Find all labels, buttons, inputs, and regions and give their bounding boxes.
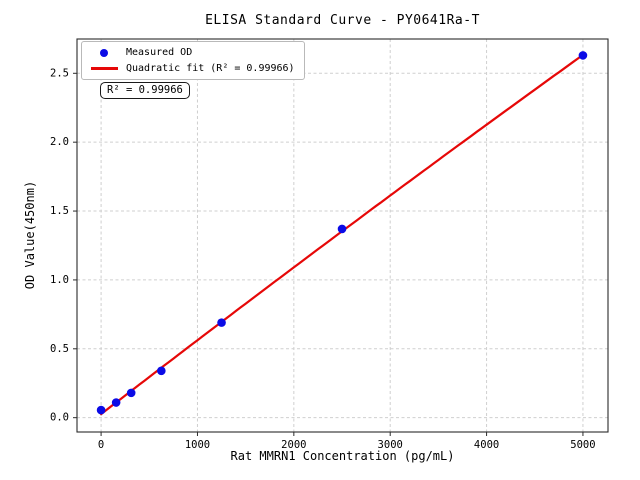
legend: Measured OD Quadratic fit (R² = 0.99966) (81, 41, 305, 80)
y-tick-label-1: 1.0 (50, 274, 69, 286)
data-point-312.5 (126, 388, 136, 398)
y-tick-label-2: 2.0 (50, 136, 69, 148)
x-tick-label-3000: 3000 (378, 439, 403, 451)
x-tick-label-5000: 5000 (570, 439, 595, 451)
r-squared-annotation: R² = 0.99966 (100, 82, 190, 99)
data-point-5000 (578, 51, 588, 60)
legend-item-quadratic-fit: Quadratic fit (R² = 0.99966) (89, 62, 295, 75)
y-tick-label-0.5: 0.5 (50, 343, 69, 355)
legend-label-quadratic-fit: Quadratic fit (R² = 0.99966) (126, 63, 295, 74)
x-tick-label-1000: 1000 (185, 439, 210, 451)
data-point-625 (157, 366, 166, 376)
data-point-156.25 (111, 398, 121, 407)
y-tick-label-1.5: 1.5 (50, 205, 69, 217)
x-tick-label-0: 0 (98, 439, 104, 451)
y-tick-label-2.5: 2.5 (50, 67, 69, 79)
x-tick-label-2000: 2000 (281, 439, 306, 451)
line-marker-icon (90, 67, 118, 70)
fit-line (100, 53, 584, 416)
x-axis-label: Rat MMRN1 Concentration (pg/mL) (230, 449, 455, 463)
scatter-marker-icon (100, 48, 108, 57)
y-axis-label: OD Value(450nm) (23, 180, 37, 290)
legend-label-measured-od: Measured OD (126, 47, 193, 58)
y-tick-label-0: 0.0 (50, 412, 69, 424)
legend-item-measured-od: Measured OD (89, 46, 295, 59)
x-tick-label-4000: 4000 (474, 439, 499, 451)
data-point-1250 (217, 318, 226, 327)
data-point-0 (96, 405, 106, 415)
axes-spines (76, 38, 609, 433)
data-point-2500 (337, 224, 347, 234)
chart-title: ELISA Standard Curve - PY0641Ra-T (205, 13, 480, 28)
